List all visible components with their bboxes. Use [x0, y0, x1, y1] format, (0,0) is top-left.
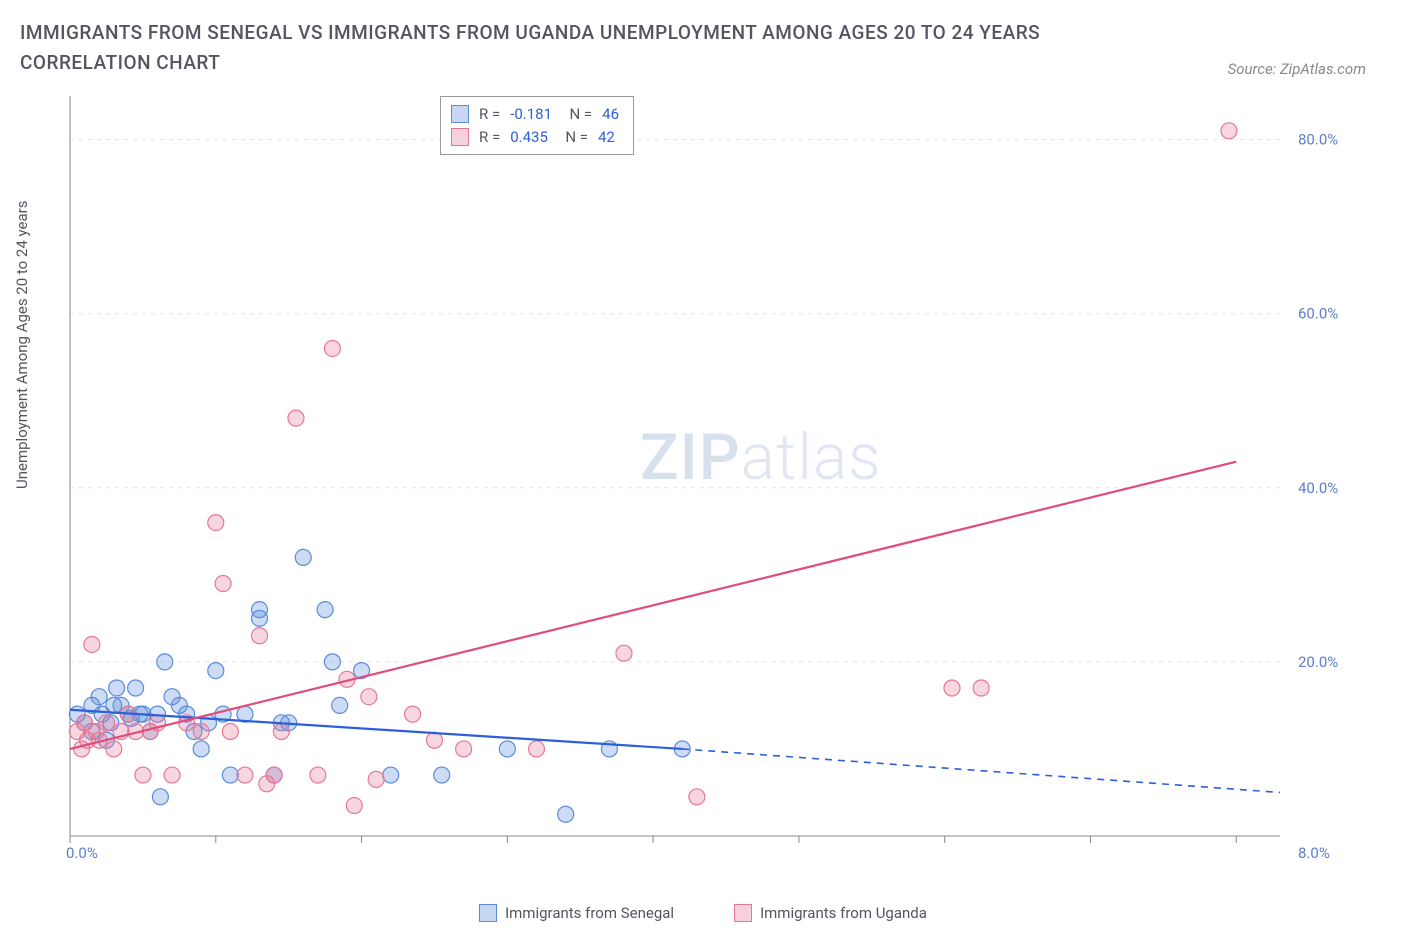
svg-text:20.0%: 20.0%	[1298, 653, 1338, 671]
svg-text:40.0%: 40.0%	[1298, 479, 1338, 497]
legend-swatch-senegal	[451, 105, 469, 123]
legend-n-uganda: 42	[598, 126, 615, 149]
legend-row-senegal: R = -0.181 N = 46	[451, 103, 619, 126]
legend-row-uganda: R = 0.435 N = 42	[451, 126, 619, 149]
source-attribution: Source: ZipAtlas.com	[1228, 60, 1366, 78]
legend-n-label: N =	[558, 126, 588, 149]
svg-text:0.0%: 0.0%	[66, 844, 98, 862]
svg-text:80.0%: 80.0%	[1298, 131, 1338, 149]
legend-n-label: N =	[562, 103, 592, 126]
correlation-legend: R = -0.181 N = 46 R = 0.435 N = 42	[440, 96, 634, 155]
svg-text:60.0%: 60.0%	[1298, 305, 1338, 323]
legend-swatch-uganda	[451, 128, 469, 146]
legend-label-uganda: Immigrants from Uganda	[760, 904, 927, 922]
legend-r-label: R =	[479, 126, 500, 149]
legend-r-label: R =	[479, 103, 500, 126]
legend-swatch-senegal	[479, 904, 497, 922]
legend-swatch-uganda	[734, 904, 752, 922]
y-axis-label: Unemployment Among Ages 20 to 24 years	[13, 201, 31, 489]
chart-title: IMMIGRANTS FROM SENEGAL VS IMMIGRANTS FR…	[20, 18, 1120, 79]
legend-label-senegal: Immigrants from Senegal	[505, 904, 674, 922]
legend-n-senegal: 46	[602, 103, 619, 126]
chart-plot-area: 20.0% 40.0% 60.0% 80.0% 0.0% 8.0%	[60, 96, 1360, 866]
legend-item-senegal: Immigrants from Senegal	[479, 904, 674, 922]
svg-text:8.0%: 8.0%	[1298, 844, 1330, 862]
legend-r-senegal: -0.181	[510, 103, 552, 126]
legend-item-uganda: Immigrants from Uganda	[734, 904, 927, 922]
series-legend: Immigrants from Senegal Immigrants from …	[0, 904, 1406, 922]
legend-r-uganda: 0.435	[510, 126, 548, 149]
scatter-chart-svg: 20.0% 40.0% 60.0% 80.0% 0.0% 8.0%	[60, 96, 1360, 866]
